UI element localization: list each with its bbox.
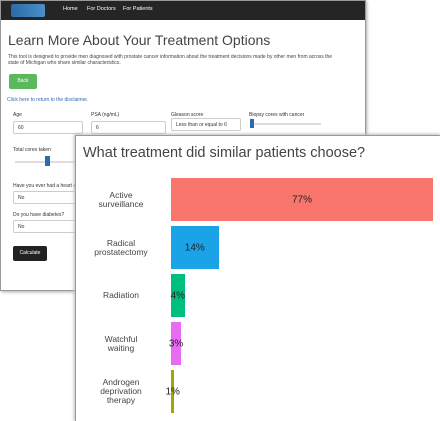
field-label: Gleason score [171, 112, 204, 118]
description: This tool is designed to provide men dia… [8, 54, 333, 66]
category-label: Active surveillance [98, 189, 144, 209]
bar [171, 178, 433, 221]
age-input[interactable]: 60 [13, 121, 83, 134]
nav-link[interactable]: Home [63, 6, 78, 12]
psa-input[interactable]: 6 [91, 121, 166, 134]
nav-link[interactable]: For Doctors [87, 6, 116, 12]
category-label: Watchful waiting [104, 333, 138, 353]
page-title: Learn More About Your Treatment Options [8, 32, 271, 48]
category-label: Androgen deprivation therapy [100, 377, 142, 405]
diabetes-select[interactable]: No [13, 220, 83, 233]
bar [171, 322, 182, 365]
nav-bar: Home For Doctors For Patients [1, 1, 365, 20]
heart-select[interactable]: No [13, 191, 83, 204]
category-label: Radical prostatectomy [94, 237, 148, 257]
logo [11, 4, 45, 17]
field-label: Have you ever had a heart attack? [13, 183, 90, 189]
value-label: 4% [170, 290, 186, 301]
field-label: Biopsy cores with cancer [249, 112, 305, 118]
field-label: Age [13, 112, 22, 118]
field-label: PSA (ng/mL) [91, 112, 120, 118]
bar [171, 274, 185, 317]
back-button[interactable]: Back [9, 74, 37, 89]
nav-link[interactable]: For Patients [123, 6, 153, 12]
chart-panel: What treatment did similar patients choo… [75, 135, 440, 421]
chart-title: What treatment did similar patients choo… [83, 145, 366, 161]
bar [171, 370, 175, 413]
disclaimer-link[interactable]: Click here to return to the disclaimer. [7, 97, 89, 103]
slider-track [251, 123, 321, 125]
slider-handle[interactable] [45, 156, 50, 166]
calculate-button[interactable]: Calculate [13, 246, 47, 261]
value-label: 1% [165, 386, 180, 397]
bar [171, 226, 219, 269]
value-label: 14% [184, 242, 205, 253]
slider-handle[interactable] [250, 119, 254, 128]
value-label: 3% [168, 338, 184, 349]
field-label: Do you have diabetes? [13, 212, 65, 218]
value-label: 77% [291, 194, 313, 205]
category-label: Radiation [103, 290, 139, 300]
gleason-select[interactable]: Less than or equal to 6 [171, 118, 241, 131]
field-label: Total cores taken [13, 147, 51, 153]
